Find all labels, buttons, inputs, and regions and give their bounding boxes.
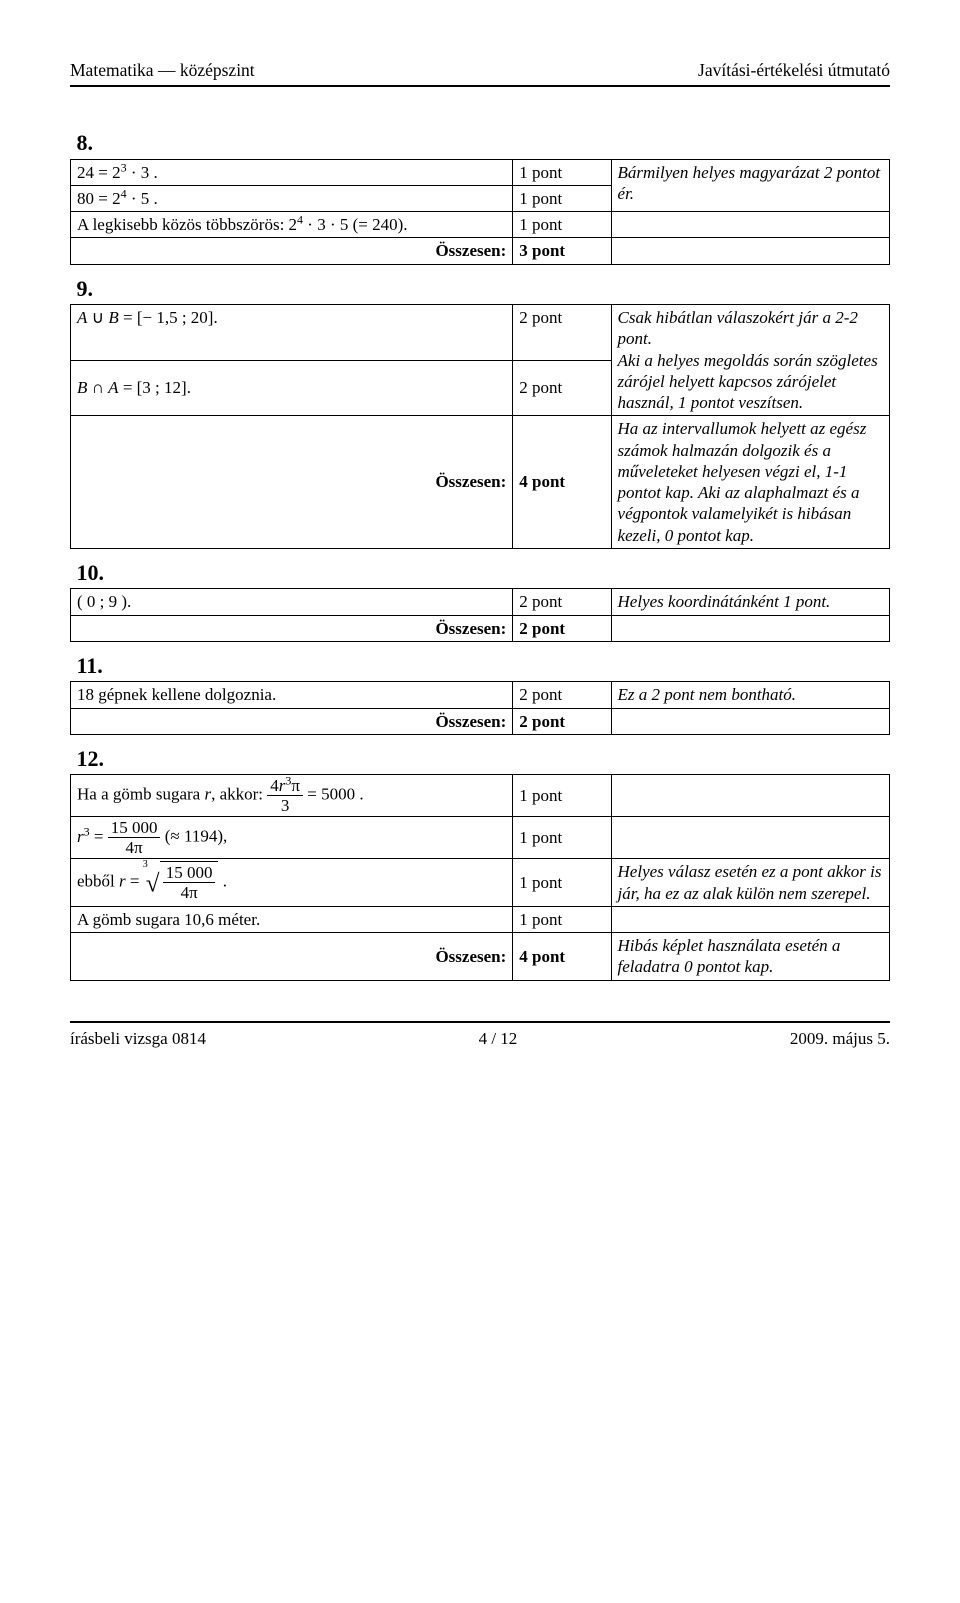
- p12-r3-pre: ebből: [77, 872, 119, 891]
- p12-total-label: Összesen:: [71, 933, 513, 981]
- p10-row1-pts: 2 pont: [513, 589, 611, 615]
- p9-total-pts: 4 pont: [513, 416, 611, 549]
- p11-note: Ez a 2 pont nem bontható.: [611, 682, 889, 708]
- p12-r3-radicand: 15 000 4π: [160, 861, 219, 901]
- p9-note-top: Csak hibátlan válaszokért jár a 2-2 pont…: [611, 305, 889, 416]
- p10-total-label: Összesen:: [71, 615, 513, 641]
- problem-9-number: 9.: [71, 273, 890, 305]
- p12-row1-right: [611, 775, 889, 817]
- p11-total-pts: 2 pont: [513, 708, 611, 734]
- p8-note: Bármilyen helyes magyarázat 2 pontot ér.: [611, 159, 889, 212]
- p12-r2-post: (≈ 1194),: [165, 827, 228, 846]
- footer-divider: [70, 1021, 890, 1023]
- p12-row4-left: A gömb sugara 10,6 méter.: [71, 906, 513, 932]
- page-footer: írásbeli vizsga 0814 4 / 12 2009. május …: [70, 1029, 890, 1049]
- p12-row4-pts: 1 pont: [513, 906, 611, 932]
- p9-note-bottom: Ha az intervallumok helyett az egész szá…: [611, 416, 889, 549]
- p12-row4-right: [611, 906, 889, 932]
- p11-row1-left: 18 gépnek kellene dolgoznia.: [71, 682, 513, 708]
- p12-r1-frac: 4r3π 3: [267, 777, 303, 814]
- p12-r2-frac-den: 4π: [108, 838, 161, 856]
- p10-total-pts: 2 pont: [513, 615, 611, 641]
- p12-r3-lhs: r =: [119, 872, 144, 891]
- p12-r1-mid: , akkor:: [211, 785, 267, 804]
- p12-r3-root: 3 √ 15 000 4π: [144, 861, 219, 901]
- p8-total-right: [611, 238, 889, 264]
- p10-total-right: [611, 615, 889, 641]
- p9-row1-left: A ∪ B = [− 1,5 ; 20].: [71, 305, 513, 361]
- p12-r1-post: = 5000 .: [307, 785, 363, 804]
- problem-12-table: 12. Ha a gömb sugara r, akkor: 4r3π 3 = …: [70, 743, 890, 981]
- page-header: Matematika — középszint Javítási-értékel…: [70, 60, 890, 81]
- p12-row1-pts: 1 pont: [513, 775, 611, 817]
- problem-9-table: 9. A ∪ B = [− 1,5 ; 20]. 2 pont Csak hib…: [70, 273, 890, 549]
- p8-row3-pts: 1 pont: [513, 212, 611, 238]
- footer-mid: 4 / 12: [479, 1029, 518, 1049]
- p8-total-pts: 3 pont: [513, 238, 611, 264]
- p8-row2-pts: 1 pont: [513, 185, 611, 211]
- problem-11-table: 11. 18 gépnek kellene dolgoznia. 2 pont …: [70, 650, 890, 735]
- p8-row3-right: [611, 212, 889, 238]
- p12-row1-left: Ha a gömb sugara r, akkor: 4r3π 3 = 5000…: [71, 775, 513, 817]
- problem-10-table: 10. ( 0 ; 9 ). 2 pont Helyes koordinátán…: [70, 557, 890, 642]
- p11-total-label: Összesen:: [71, 708, 513, 734]
- footer-right: 2009. május 5.: [790, 1029, 890, 1049]
- p8-row3-left: A legkisebb közös többszörös: 24 · 3 · 5…: [71, 212, 513, 238]
- p9-row2-pts: 2 pont: [513, 360, 611, 416]
- p8-row1-left: 24 = 23 · 3 .: [71, 159, 513, 185]
- p12-total-pts: 4 pont: [513, 933, 611, 981]
- p9-row1-pts: 2 pont: [513, 305, 611, 361]
- header-left: Matematika — középszint: [70, 60, 255, 81]
- p11-total-right: [611, 708, 889, 734]
- footer-left: írásbeli vizsga 0814: [70, 1029, 206, 1049]
- radical-icon: √: [146, 871, 160, 898]
- p12-r1-pre: Ha a gömb sugara: [77, 785, 204, 804]
- p10-note: Helyes koordinátánként 1 pont.: [611, 589, 889, 615]
- header-divider: [70, 85, 890, 87]
- p12-r3-frac-den: 4π: [163, 883, 216, 901]
- p12-r3-frac: 15 000 4π: [163, 864, 216, 901]
- p12-row3-pts: 1 pont: [513, 859, 611, 907]
- p12-r2-lhs: r3 =: [77, 827, 108, 846]
- p12-r3-root-idx: 3: [143, 859, 148, 872]
- problem-12-number: 12.: [71, 743, 890, 775]
- problem-8-number: 8.: [71, 127, 890, 159]
- p12-row2-pts: 1 pont: [513, 817, 611, 859]
- problem-10-number: 10.: [71, 557, 890, 589]
- header-right: Javítási-értékelési útmutató: [698, 60, 890, 81]
- p12-row2-left: r3 = 15 000 4π (≈ 1194),: [71, 817, 513, 859]
- p11-row1-pts: 2 pont: [513, 682, 611, 708]
- p9-total-label: Összesen:: [71, 416, 513, 549]
- p12-r1-frac-den: 3: [267, 796, 303, 814]
- p12-r3-frac-num: 15 000: [163, 864, 216, 883]
- p12-total-note: Hibás képlet használata esetén a feladat…: [611, 933, 889, 981]
- p12-row2-right: [611, 817, 889, 859]
- p12-r1-frac-num: 4r3π: [267, 777, 303, 796]
- p12-r2-frac-num: 15 000: [108, 819, 161, 838]
- problem-11-number: 11.: [71, 650, 890, 682]
- p8-row1-pts: 1 pont: [513, 159, 611, 185]
- p12-row3-note: Helyes válasz esetén ez a pont akkor is …: [611, 859, 889, 907]
- p12-r3-post: .: [223, 872, 227, 891]
- p9-row2-left: B ∩ A = [3 ; 12].: [71, 360, 513, 416]
- p8-row2-left: 80 = 24 · 5 .: [71, 185, 513, 211]
- p10-row1-left: ( 0 ; 9 ).: [71, 589, 513, 615]
- p8-total-label: Összesen:: [71, 238, 513, 264]
- problem-8-table: 8. 24 = 23 · 3 . 1 pont Bármilyen helyes…: [70, 127, 890, 265]
- p12-row3-left: ebből r = 3 √ 15 000 4π .: [71, 859, 513, 907]
- p12-r2-frac: 15 000 4π: [108, 819, 161, 856]
